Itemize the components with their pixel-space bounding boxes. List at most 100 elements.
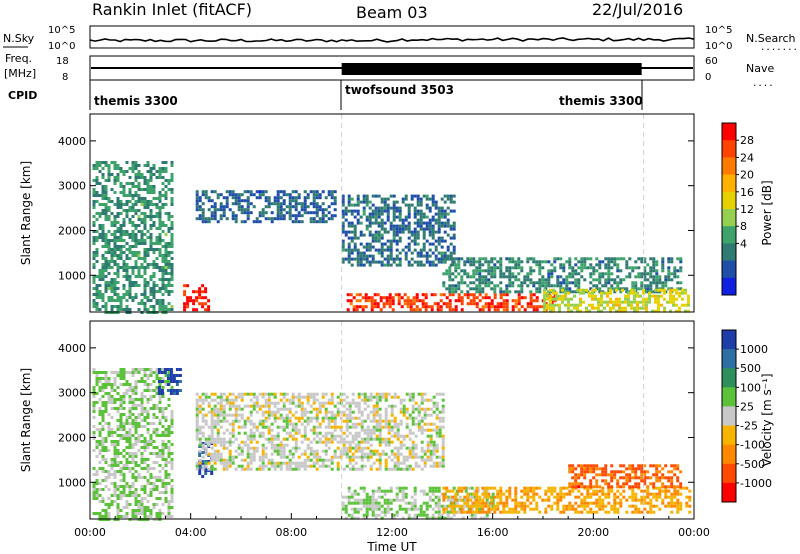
data-cell	[446, 233, 450, 237]
data-cell	[300, 214, 304, 218]
data-cell	[143, 491, 147, 494]
data-cell	[128, 503, 132, 506]
data-cell	[452, 251, 456, 255]
data-cell	[246, 455, 250, 459]
data-cell	[312, 416, 316, 420]
data-cell	[146, 470, 150, 473]
data-cell	[161, 206, 165, 209]
data-cell	[517, 299, 521, 303]
data-cell	[261, 422, 265, 426]
data-cell	[167, 263, 171, 266]
data-cell	[649, 287, 653, 291]
data-cell	[210, 425, 214, 429]
data-cell	[152, 482, 156, 485]
data-cell	[95, 371, 99, 374]
data-cell	[639, 300, 642, 304]
data-cell	[116, 464, 120, 467]
data-cell	[104, 284, 108, 287]
data-cell	[318, 196, 322, 200]
data-cell	[149, 509, 153, 512]
data-cell	[425, 203, 429, 207]
data-cell	[107, 470, 111, 473]
data-cell	[116, 167, 120, 170]
data-cell	[676, 281, 680, 285]
data-cell	[441, 392, 445, 396]
data-cell	[246, 461, 250, 465]
data-cell	[110, 278, 114, 281]
data-cell	[294, 440, 298, 444]
data-cell	[562, 263, 566, 267]
data-cell	[228, 464, 232, 468]
data-cell	[170, 479, 174, 482]
data-cell	[341, 501, 345, 505]
data-cell	[210, 416, 214, 420]
data-cell	[170, 413, 174, 416]
data-cell	[347, 236, 351, 240]
data-cell	[577, 284, 581, 288]
data-cell	[219, 440, 223, 444]
data-cell	[122, 221, 126, 224]
data-cell	[195, 193, 199, 197]
data-cell	[161, 284, 165, 287]
data-cell	[119, 239, 123, 242]
data-cell	[143, 212, 147, 215]
data-cell	[92, 293, 96, 296]
data-cell	[368, 248, 372, 252]
data-cell	[431, 227, 435, 231]
data-cell	[110, 290, 114, 293]
data-cell	[336, 455, 340, 459]
data-cell	[679, 287, 683, 291]
data-cell	[567, 303, 570, 307]
data-cell	[167, 476, 171, 479]
data-cell	[493, 275, 497, 279]
data-cell	[98, 410, 102, 413]
data-cell	[125, 485, 129, 488]
data-cell	[372, 461, 376, 465]
data-cell	[672, 297, 675, 301]
data-cell	[411, 431, 415, 435]
data-cell	[222, 398, 226, 402]
data-cell	[640, 287, 644, 291]
data-cell	[231, 425, 235, 429]
data-cell	[333, 437, 337, 441]
data-cell	[300, 395, 304, 399]
data-cell	[414, 461, 418, 465]
data-cell	[630, 303, 633, 307]
data-cell	[113, 455, 117, 458]
data-cell	[426, 446, 430, 450]
data-cell	[300, 410, 304, 414]
data-cell	[270, 428, 274, 432]
data-cell	[116, 455, 120, 458]
data-cell	[261, 211, 265, 215]
data-cell	[449, 224, 453, 228]
data-cell	[170, 215, 174, 218]
data-cell	[216, 407, 220, 411]
data-cell	[354, 449, 358, 453]
data-cell	[204, 296, 208, 300]
data-cell	[520, 260, 524, 264]
data-cell	[234, 220, 238, 224]
data-cell	[231, 398, 235, 402]
data-cell	[134, 419, 138, 422]
data-cell	[667, 275, 671, 279]
data-cell	[98, 269, 102, 272]
data-cell	[101, 197, 105, 200]
data-cell	[249, 446, 253, 450]
data-cell	[134, 371, 138, 374]
data-cell	[368, 230, 372, 234]
data-cell	[143, 215, 147, 218]
data-cell	[267, 202, 271, 206]
data-cell	[291, 196, 295, 200]
data-cell	[101, 488, 105, 491]
data-cell	[276, 407, 280, 411]
data-cell	[157, 368, 161, 371]
data-cell	[167, 455, 171, 458]
data-cell	[398, 239, 402, 243]
data-cell	[435, 416, 439, 420]
data-cell	[511, 305, 515, 309]
data-cell	[255, 190, 259, 194]
data-cell	[300, 208, 304, 212]
data-cell	[131, 509, 135, 512]
data-cell	[484, 305, 488, 309]
data-cell	[122, 374, 126, 377]
